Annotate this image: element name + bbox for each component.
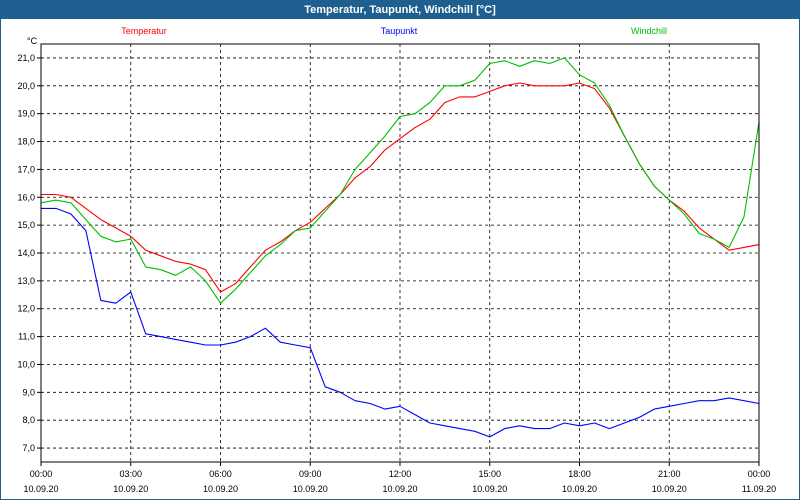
x-tick-label-time: 09:00 [299, 469, 322, 479]
y-tick-label: 9,0 [22, 387, 35, 397]
y-tick-label: 18,0 [17, 137, 35, 147]
x-tick-label-time: 00:00 [30, 469, 53, 479]
legend-entry-taupunkt: Taupunkt [381, 26, 418, 36]
y-tick-label: 10,0 [17, 359, 35, 369]
y-tick-label: 19,0 [17, 109, 35, 119]
x-tick-label-date: 11.09.20 [742, 484, 776, 494]
x-tick-label-date: 10.09.20 [652, 484, 687, 494]
x-tick-label-time: 21:00 [658, 469, 681, 479]
y-tick-label: 20,0 [17, 81, 35, 91]
x-tick-label-date: 10.09.20 [382, 484, 417, 494]
plot-border [40, 43, 760, 463]
x-tick-label-time: 03:00 [119, 469, 142, 479]
x-tick-label-date: 10.09.20 [23, 484, 58, 494]
x-tick-label-time: 15:00 [478, 469, 501, 479]
x-tick-label-time: 18:00 [568, 469, 591, 479]
window-title: Temperatur, Taupunkt, Windchill [°C] [304, 4, 496, 16]
y-tick-label: 11,0 [18, 332, 35, 342]
x-tick-label-date: 10.09.20 [562, 484, 597, 494]
y-tick-label: 17,0 [17, 164, 35, 174]
legend-entry-windchill: Windchill [631, 26, 667, 36]
x-tick-label-time: 06:00 [209, 469, 232, 479]
y-axis-label: °C [27, 36, 38, 46]
series-line-windchill [40, 57, 760, 304]
y-tick-label: 14,0 [17, 248, 35, 258]
y-tick-label: 21,0 [17, 53, 35, 63]
x-tick-label-time: 00:00 [748, 469, 771, 479]
y-tick-label: 7,0 [22, 443, 35, 453]
y-tick-label: 8,0 [22, 415, 35, 425]
x-tick-label-time: 12:00 [389, 469, 412, 479]
x-tick-label-date: 10.09.20 [113, 484, 148, 494]
x-tick-label-date: 10.09.20 [203, 484, 238, 494]
series-line-taupunkt [41, 207, 760, 438]
y-tick-label: 13,0 [17, 276, 35, 286]
legend-entry-temperatur: Temperatur [121, 26, 167, 36]
x-tick-label-date: 10.09.20 [472, 484, 507, 494]
window-titlebar: Temperatur, Taupunkt, Windchill [°C] [1, 1, 799, 19]
y-tick-label: 16,0 [17, 192, 35, 202]
x-tick-label-date: 10.09.20 [293, 484, 328, 494]
y-tick-label: 12,0 [17, 304, 35, 314]
y-tick-label: 15,0 [17, 220, 35, 230]
